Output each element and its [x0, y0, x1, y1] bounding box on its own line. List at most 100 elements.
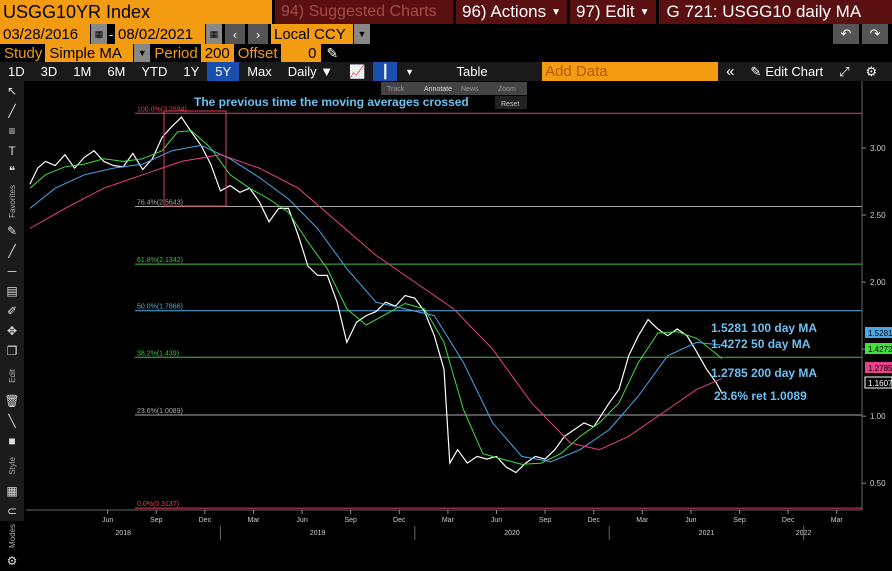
last-value-tag: [864, 376, 892, 389]
fib-label: 76.4%(2.5643): [137, 199, 183, 206]
trend-line-icon[interactable]: ╱: [8, 104, 16, 118]
x-tick-label: Dec: [199, 517, 212, 524]
resize-icon[interactable]: ⤢: [839, 63, 850, 79]
line-style-icon[interactable]: ╲: [8, 414, 16, 428]
series-lines: [29, 116, 723, 474]
bar-chart-icon[interactable]: ┃: [373, 62, 398, 81]
chevron-down-icon: ▼: [639, 6, 650, 18]
ma-label: 23.6% ret 1.0089: [714, 389, 807, 403]
annotation-tools: Track Annotate News Zoom: [387, 86, 516, 93]
reset-button[interactable]: [495, 96, 527, 109]
color-box-icon[interactable]: ■: [8, 434, 16, 448]
ma-line: [29, 130, 723, 465]
table-button[interactable]: Table: [456, 64, 488, 79]
last-value-tag: [865, 362, 892, 373]
period-label: Period: [154, 44, 198, 62]
edit-menu[interactable]: 97) Edit ▼: [570, 0, 656, 24]
start-date-field[interactable]: 03/28/2016: [0, 24, 90, 44]
last-value-tags: 1.5281 1.4272 1.2785 1.1607: [864, 327, 892, 389]
x-tick-label: Jun: [296, 517, 307, 524]
suggested-charts-button[interactable]: 94) Suggested Charts: [275, 0, 453, 24]
study-select[interactable]: Simple MA: [45, 44, 134, 62]
fill-icon[interactable]: ▦: [6, 484, 18, 498]
x-tick-label: Jun: [491, 517, 502, 524]
y-tick-label: 0.50: [870, 479, 886, 488]
title-bar: USGG10YR Index 94) Suggested Charts 96) …: [0, 0, 892, 24]
year-label: 2019: [310, 530, 326, 537]
move-icon[interactable]: ✥: [6, 324, 18, 338]
line-chart-icon[interactable]: 📈: [349, 63, 366, 79]
redo-icon[interactable]: ↷: [862, 24, 888, 44]
calendar-icon[interactable]: ▦: [91, 24, 107, 44]
annotation-text: The previous time the moving averages cr…: [194, 95, 469, 109]
calendar-icon[interactable]: ▦: [206, 24, 222, 44]
collapse-icon[interactable]: «: [726, 63, 735, 80]
actions-label: 96) Actions: [462, 2, 547, 21]
pen-icon[interactable]: ✐: [6, 304, 18, 318]
period-tab-3d[interactable]: 3D: [40, 64, 58, 79]
period-field[interactable]: 200: [200, 44, 234, 62]
line-icon[interactable]: ╱: [8, 244, 16, 258]
brush-icon[interactable]: ✎: [6, 224, 18, 238]
fibonacci-levels: 100.0%(3.2594) 76.4%(2.5643) 61.8%(2.1342)…: [135, 106, 862, 509]
currency-select[interactable]: Local CCY: [271, 24, 353, 44]
price-chart[interactable]: 100.0%(3.2594) 76.4%(2.5643) 61.8%(2.1342)…: [0, 81, 892, 541]
fib-label: 38.2%(1.439): [137, 350, 179, 357]
x-tick-label: Dec: [393, 517, 406, 524]
annotation-icon[interactable]: ❝: [8, 164, 16, 178]
period-tab-ytd[interactable]: YTD: [141, 64, 168, 79]
chart-toolbar: 1D 3D 1M 6M YTD 1Y 5Y Max Daily ▼ 📈 ┃ ▼ Table A…: [0, 62, 892, 81]
period-tab-5y[interactable]: 5Y: [207, 62, 240, 81]
fib-icon[interactable]: ≡: [8, 124, 16, 138]
highlight-box: [163, 110, 227, 207]
actions-menu[interactable]: 96) Actions ▼: [456, 0, 568, 24]
fib-label: 23.6%(1.0089): [137, 408, 183, 415]
ticker-field[interactable]: USGG10YR Index: [0, 0, 272, 24]
period-tab-1m[interactable]: 1M: [73, 64, 92, 79]
frequency-select[interactable]: Daily ▼: [287, 64, 334, 79]
annot-tool-zoom: Zoom: [498, 86, 516, 93]
period-tab-1d[interactable]: 1D: [8, 64, 25, 79]
prev-arrow-icon[interactable]: ‹: [225, 24, 245, 44]
gear-icon[interactable]: ⚙: [6, 554, 18, 568]
offset-label: Offset: [237, 44, 278, 62]
y-tick-label: 2.00: [870, 278, 886, 287]
y-tick-label: 2.50: [870, 211, 886, 220]
next-arrow-icon[interactable]: ›: [248, 24, 268, 44]
copy-icon[interactable]: ❐: [6, 344, 18, 358]
offset-field[interactable]: 0: [280, 44, 321, 62]
x-tick-label: Sep: [733, 517, 746, 524]
ma-labels: 1.5281 100 day MA 1.4272 50 day MA 1.2785 …: [711, 321, 817, 403]
study-label: Study: [4, 44, 43, 62]
magnet-icon[interactable]: ⊂: [6, 504, 18, 518]
x-tick-label: Mar: [636, 517, 649, 524]
add-data-field[interactable]: Add Data: [542, 62, 719, 81]
range-dash: -: [108, 26, 114, 42]
chevron-down-icon[interactable]: ▼: [405, 66, 415, 77]
price-line: [29, 116, 723, 474]
annot-tool-annotate: Annotate: [424, 86, 452, 93]
period-tab-6m[interactable]: 6M: [107, 64, 126, 79]
x-tick-label: Dec: [587, 517, 600, 524]
channel-icon[interactable]: ▤: [6, 284, 18, 298]
period-tabs: 1D 3D 1M 6M YTD 1Y 5Y Max: [0, 62, 280, 81]
text-icon[interactable]: T: [8, 144, 16, 158]
chevron-down-icon[interactable]: ▼: [354, 24, 370, 44]
edit-chart-button[interactable]: ✎ Edit Chart: [742, 62, 831, 81]
horizontal-line-icon[interactable]: ─: [7, 264, 17, 278]
trash-icon[interactable]: 🗑: [4, 394, 20, 408]
year-label: 2021: [699, 530, 715, 537]
study-bar: Study Simple MA ▼ Period 200 Offset 0 ✎: [0, 44, 892, 62]
period-tab-max[interactable]: Max: [247, 64, 272, 79]
y-tick-label: 1.00: [870, 412, 886, 421]
ma-label: 1.2785 200 day MA: [711, 366, 817, 380]
chevron-down-icon[interactable]: ▼: [134, 44, 151, 62]
period-tab-1y[interactable]: 1Y: [183, 64, 200, 79]
pencil-icon[interactable]: ✎: [326, 44, 339, 61]
settings-icon[interactable]: ⚙: [865, 63, 878, 79]
cursor-icon[interactable]: ↖: [6, 84, 18, 98]
date-range-bar: 03/28/2016 ▦ - 08/02/2021 ▦ ‹ › Local CC…: [0, 24, 892, 44]
x-tick-label: Mar: [831, 517, 844, 524]
undo-icon[interactable]: ↶: [833, 24, 859, 44]
end-date-field[interactable]: 08/02/2021: [115, 24, 205, 44]
